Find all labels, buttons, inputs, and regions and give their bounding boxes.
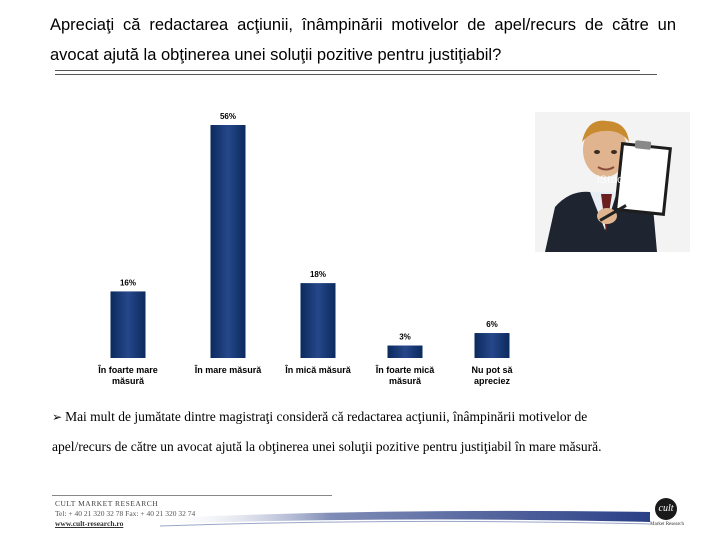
footer-phone-fax: Tel: + 40 21 320 32 78 Fax: + 40 21 320 … [55, 509, 196, 518]
title-divider-top [55, 70, 640, 71]
bar-value-label-1: 16% [120, 278, 136, 287]
footer-company: CULT MARKET RESEARCH [55, 499, 159, 508]
businessman-clipboard-photo: iStockphoto [535, 112, 690, 252]
question-title: Apreciaţi că redactarea acţiunii, înâmpi… [50, 16, 676, 64]
bar-2 [210, 125, 246, 358]
category-label-1-line-2: măsură [112, 376, 145, 386]
conclusion-body: Mai mult de jumătate dintre magistraţi c… [52, 409, 602, 454]
category-label-5-line-2: apreciez [474, 376, 511, 386]
category-label-4-line-1: În foarte mică [375, 364, 436, 375]
bar-1 [110, 291, 146, 358]
footer-swoosh-decoration [160, 510, 650, 527]
category-label-3-line-1: În mică măsură [284, 364, 352, 375]
photo-illustration [535, 112, 690, 252]
bar-value-label-5: 6% [486, 320, 498, 329]
category-label-1-line-1: În foarte mare [97, 364, 158, 375]
arrow-bullet-icon: ➢ [52, 410, 63, 424]
bar-3 [300, 283, 336, 358]
bar-5 [474, 333, 510, 358]
title-divider-bottom [55, 74, 657, 75]
bar-value-label-3: 18% [310, 270, 326, 279]
category-label-2-line-1: În mare măsură [194, 364, 263, 375]
bar-4 [387, 345, 423, 358]
photo-watermark: iStockphoto [597, 174, 658, 186]
logo-caption: Market Research [650, 522, 685, 527]
bar-value-label-4: 3% [399, 333, 411, 342]
cult-logo-icon: cult [655, 498, 677, 520]
footer-contact: CULT MARKET RESEARCH Tel: + 40 21 320 32… [55, 499, 195, 529]
conclusion-text: ➢ Mai mult de jumătate dintre magistraţi … [52, 402, 640, 462]
bar-value-label-2: 56% [220, 112, 236, 121]
footer-website-link[interactable]: www.cult-research.ro [55, 519, 124, 528]
category-label-5-line-1: Nu pot să [471, 365, 513, 375]
category-label-4-line-2: măsură [389, 376, 422, 386]
footer-divider [52, 495, 332, 496]
